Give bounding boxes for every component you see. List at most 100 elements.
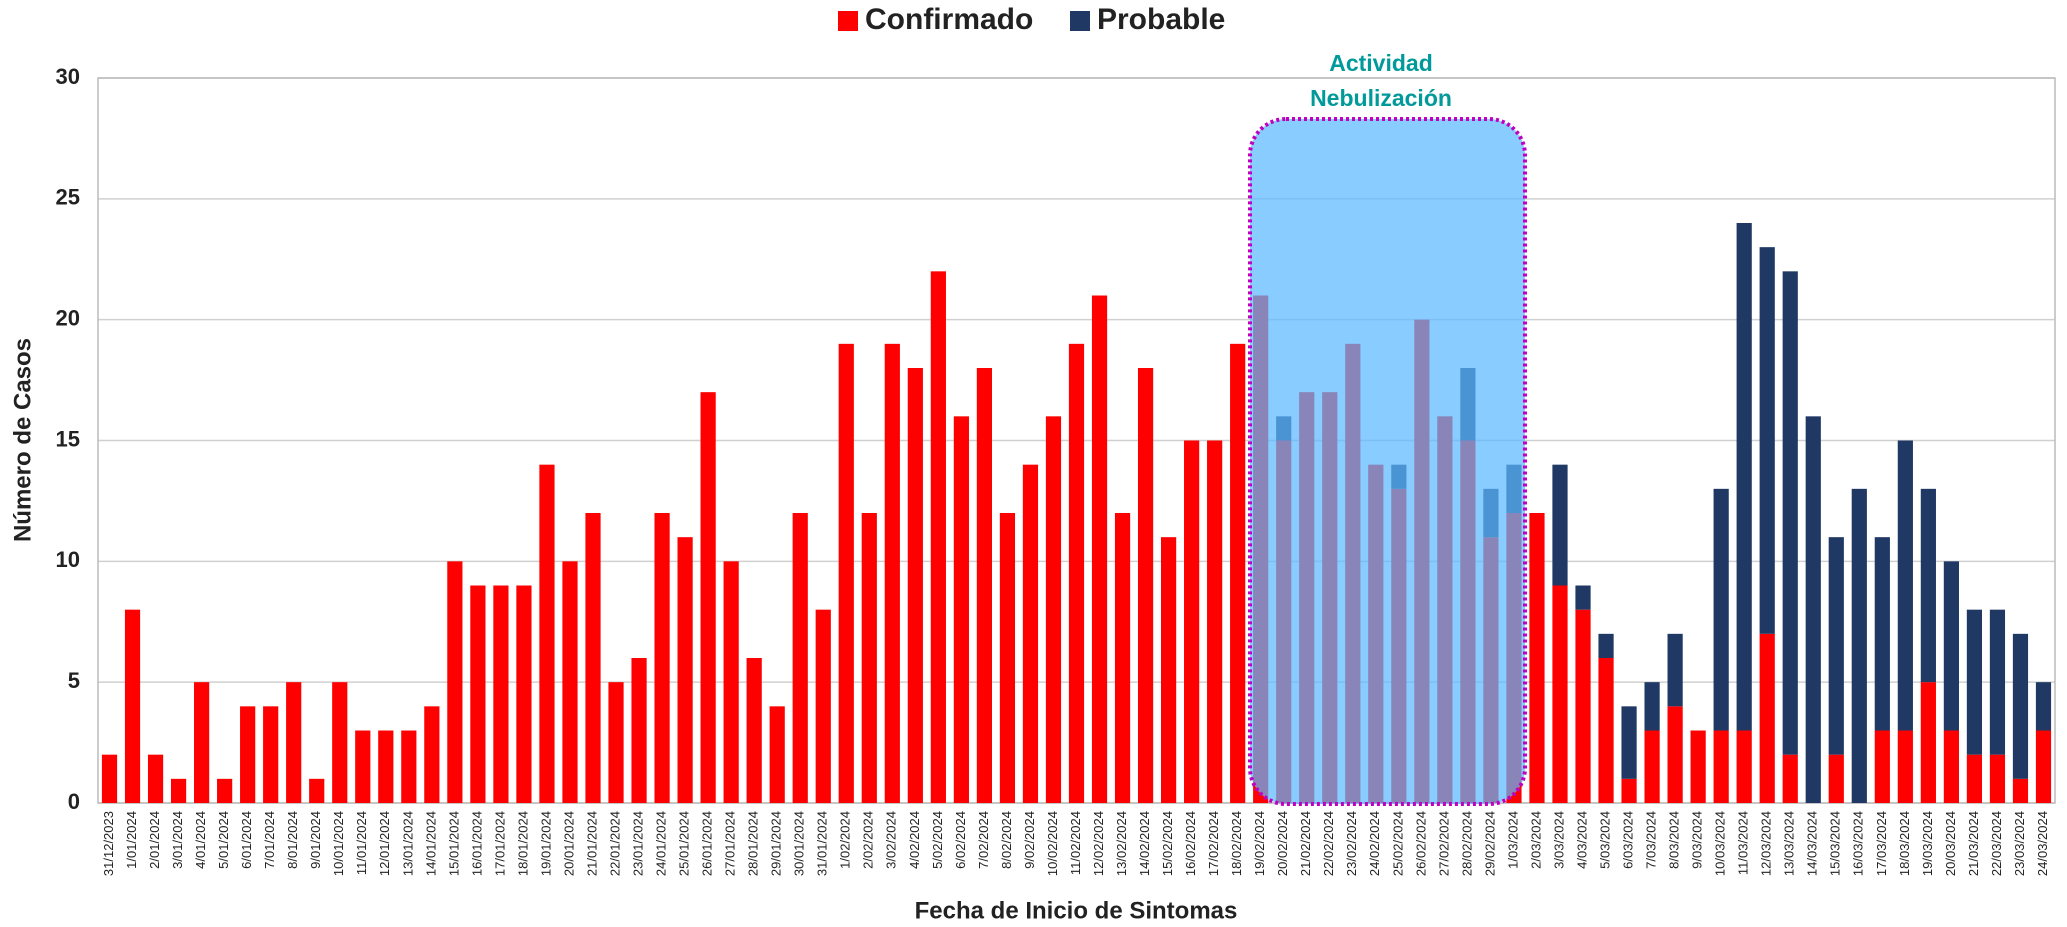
y-tick-label: 10 xyxy=(56,547,80,572)
bar-segment xyxy=(1091,295,1108,803)
bar-segment xyxy=(1114,513,1131,803)
bar-segment xyxy=(999,513,1016,803)
bar-segment xyxy=(1874,537,1890,731)
bar-segment xyxy=(608,682,624,803)
bar-segment xyxy=(1552,585,1568,803)
x-tick-label: 5/03/2024 xyxy=(1597,811,1612,869)
bar-segment xyxy=(838,343,854,803)
y-tick-label: 0 xyxy=(68,789,80,814)
bar-segment xyxy=(700,392,716,803)
x-tick-label: 28/02/2024 xyxy=(1459,811,1474,876)
x-axis-title: Fecha de Inicio de Sintomas xyxy=(915,897,1238,924)
annotation: Nebulización xyxy=(1310,85,1452,111)
x-tick-label: 27/01/2024 xyxy=(723,811,738,876)
bar-segment xyxy=(1989,609,2006,755)
bar-segment xyxy=(539,464,555,803)
bar-segment xyxy=(1667,633,1683,707)
x-tick-label: 7/02/2024 xyxy=(976,811,991,869)
x-tick-label: 22/02/2024 xyxy=(1321,811,1336,876)
x-tick-label: 10/02/2024 xyxy=(1045,811,1060,876)
x-tick-label: 17/03/2024 xyxy=(1874,811,1889,876)
x-tick-label: 18/01/2024 xyxy=(515,811,530,876)
bar-segment xyxy=(1621,778,1637,803)
x-tick-label: 11/01/2024 xyxy=(354,811,369,875)
x-tick-label: 20/02/2024 xyxy=(1275,811,1290,876)
x-tick-label: 4/03/2024 xyxy=(1574,811,1589,869)
x-tick-label: 20/03/2024 xyxy=(1943,811,1958,876)
x-tick-label: 15/03/2024 xyxy=(1828,811,1843,876)
x-tick-label: 11/02/2024 xyxy=(1068,811,1083,875)
x-tick-label: 6/03/2024 xyxy=(1621,811,1636,869)
bar-segment xyxy=(1022,464,1039,803)
x-tick-label: 24/03/2024 xyxy=(2035,811,2050,876)
bar-segment xyxy=(263,706,279,803)
x-tick-label: 19/01/2024 xyxy=(538,811,553,876)
x-tick-label: 28/01/2024 xyxy=(746,811,761,876)
bar-segment xyxy=(1759,247,1775,634)
x-tick-label: 14/02/2024 xyxy=(1137,811,1152,876)
bar-segment xyxy=(1851,488,1867,803)
bar-segment xyxy=(631,658,647,803)
x-tick-label: 11/03/2024 xyxy=(1736,811,1751,875)
x-tick-label: 6/01/2024 xyxy=(239,811,254,869)
bar-segment xyxy=(470,585,486,803)
bar-segment xyxy=(861,513,877,803)
x-tick-label: 17/02/2024 xyxy=(1206,811,1221,876)
bar-segment xyxy=(1782,271,1798,755)
x-tick-label: 13/03/2024 xyxy=(1782,811,1797,876)
bar-segment xyxy=(1529,513,1545,803)
x-tick-label: 1/01/2024 xyxy=(124,811,139,869)
bar-segment xyxy=(769,706,785,803)
x-tick-label: 26/01/2024 xyxy=(700,811,715,876)
bar-segment xyxy=(723,561,739,803)
x-tick-label: 15/01/2024 xyxy=(446,811,461,876)
bar-segment xyxy=(1575,609,1591,803)
bar-segment xyxy=(1897,730,1913,803)
x-tick-label: 16/02/2024 xyxy=(1183,811,1198,876)
x-tick-label: 3/01/2024 xyxy=(170,811,185,869)
x-tick-label: 1/03/2024 xyxy=(1505,811,1520,869)
bar-segment xyxy=(815,609,831,803)
x-tick-label: 2/01/2024 xyxy=(147,811,162,869)
x-tick-label: 4/02/2024 xyxy=(907,811,922,869)
bar-segment xyxy=(976,368,993,803)
x-tick-label: 8/01/2024 xyxy=(285,811,300,869)
bar-segment xyxy=(1621,706,1637,779)
legend-swatch xyxy=(1070,11,1090,31)
y-axis-title: Número de Casos xyxy=(9,338,36,542)
x-tick-label: 31/12/2023 xyxy=(101,811,116,876)
bar-segment xyxy=(1759,633,1775,803)
x-tick-label: 2/03/2024 xyxy=(1528,811,1543,869)
x-tick-label: 3/03/2024 xyxy=(1551,811,1566,869)
x-tick-label: 16/03/2024 xyxy=(1851,811,1866,876)
x-tick-label: 6/02/2024 xyxy=(953,811,968,869)
bar-segment xyxy=(1137,368,1154,803)
x-tick-label: 12/02/2024 xyxy=(1091,811,1106,876)
x-tick-label: 19/03/2024 xyxy=(1920,811,1935,876)
bar-segment xyxy=(1184,440,1200,803)
x-tick-label: 21/03/2024 xyxy=(1966,811,1981,876)
bar-segment xyxy=(1552,464,1568,586)
bar-segment xyxy=(1782,754,1798,803)
x-tick-label: 16/01/2024 xyxy=(469,811,484,876)
x-tick-label: 15/02/2024 xyxy=(1160,811,1175,876)
bar-segment xyxy=(217,778,233,803)
x-tick-label: 24/01/2024 xyxy=(654,811,669,876)
y-tick-label: 25 xyxy=(56,185,80,210)
bar-segment xyxy=(2012,778,2029,803)
x-tick-label: 26/02/2024 xyxy=(1413,811,1428,876)
x-tick-label: 5/01/2024 xyxy=(216,811,231,869)
x-tick-label: 19/02/2024 xyxy=(1252,811,1267,876)
x-tick-label: 29/02/2024 xyxy=(1482,811,1497,876)
bar-segment xyxy=(286,682,302,803)
x-tick-label: 17/01/2024 xyxy=(492,811,507,876)
x-tick-label: 21/02/2024 xyxy=(1298,811,1313,876)
bar-segment xyxy=(1068,343,1085,803)
bar-segment xyxy=(792,513,808,803)
bar-segment xyxy=(1667,706,1683,803)
bar-segment xyxy=(170,778,187,803)
bar-segment xyxy=(2035,682,2052,731)
legend-label: Probable xyxy=(1097,3,1225,36)
bar-segment xyxy=(1920,488,1936,683)
